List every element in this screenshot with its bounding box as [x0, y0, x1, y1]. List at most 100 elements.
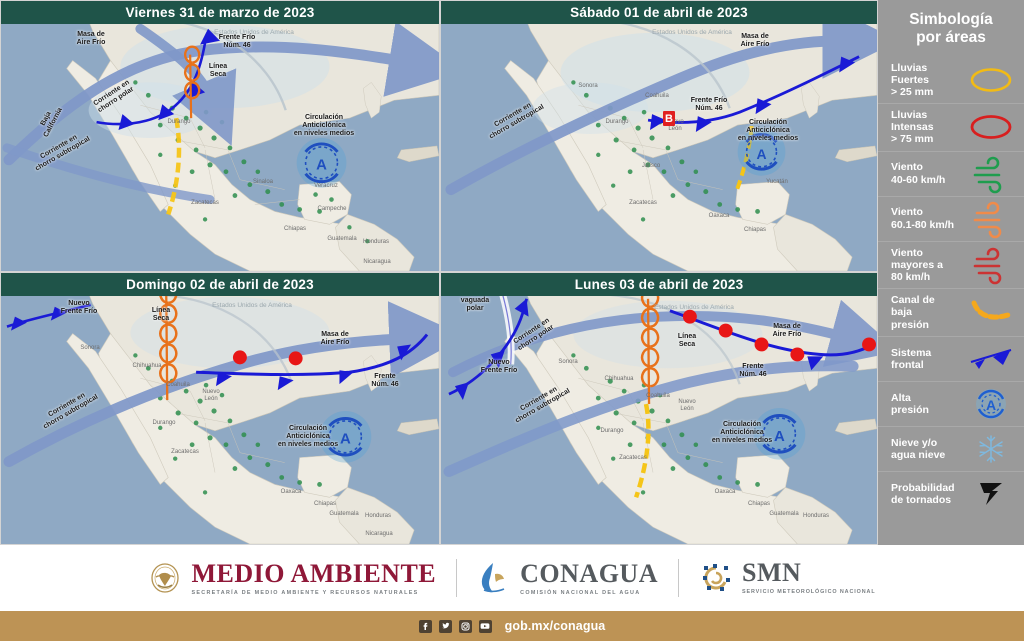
legend-label: Viento 60.1-80 km/h	[891, 206, 955, 231]
legend-label: Lluvias Fuertes > 25 mm	[891, 61, 934, 98]
geo-label-jalisco: Jalisco	[641, 163, 661, 169]
label-nuevo-frente-frio: Nuevo Frente Frío	[480, 359, 518, 374]
map-panel-saturday[interactable]: A B Estados Unidos de América Sonora Coa…	[440, 0, 878, 272]
smn-spiral-icon	[699, 559, 733, 597]
geo-label-oaxaca: Oaxaca	[280, 489, 302, 495]
label-circulacion-anticiclonica: Circulación Anticiclónica en niveles med…	[293, 114, 355, 137]
legend-label: Probabilidad de tornados	[891, 481, 955, 506]
geo-label-guatemala: Guatemala	[327, 236, 357, 242]
brand-text: MEDIO AMBIENTE SECRETARÍA DE MEDIO AMBIE…	[191, 558, 437, 596]
label-masa-aire-frio: Masa de Aire Frío	[320, 331, 350, 346]
geo-label-chiapas: Chiapas	[313, 501, 336, 507]
geo-label-durango: Durango	[152, 420, 176, 426]
label-linea-seca: Línea Seca	[151, 307, 171, 322]
legend-item-lluvias-fuertes[interactable]: Lluvias Fuertes > 25 mm	[878, 57, 1024, 104]
label-masa-aire-frio: Masa de Aire Frío	[772, 323, 802, 338]
label-frente-numero: Frente Núm. 46	[371, 373, 399, 388]
label-circulacion-anticiclonica: Circulación Anticiclónica en niveles med…	[711, 421, 773, 444]
mexico-eagle-seal-icon	[148, 559, 182, 597]
legend-item-tornados[interactable]: Probabilidad de tornados	[878, 470, 1024, 516]
geo-label-nicaragua: Nicaragua	[365, 531, 393, 537]
legend-label: Sistema frontal	[891, 346, 932, 371]
geo-label-chihuahua: Chihuahua	[604, 376, 634, 382]
legend-item-viento-mayores-80[interactable]: Viento mayores a 80 km/h	[878, 240, 1024, 289]
youtube-icon[interactable]	[478, 619, 492, 633]
geo-label-durango: Durango	[605, 119, 629, 125]
geo-label-campeche: Campeche	[317, 206, 347, 212]
geo-label-durango: Durango	[167, 119, 191, 125]
brand-text: SMN SERVICIO METEOROLÓGICO NACIONAL	[741, 559, 876, 596]
brand-name: MEDIO AMBIENTE	[191, 558, 437, 588]
geo-label-zacatecas: Zacatecas	[629, 200, 657, 206]
twitter-icon[interactable]	[438, 619, 452, 633]
legend-panel: Simbología por áreas Lluvias Fuertes > 2…	[878, 0, 1024, 545]
geo-label-yucatan: Yucatán	[766, 179, 788, 185]
geo-label-honduras: Honduras	[362, 239, 389, 245]
label-linea-seca: Línea Seca	[677, 333, 697, 348]
low-pressure-badge: B	[663, 111, 675, 126]
geo-label-zacatecas: Zacatecas	[619, 455, 647, 461]
geo-label-nicaragua: Nicaragua	[363, 259, 391, 265]
ellipse-yellow-icon	[968, 63, 1014, 97]
brand-subtitle: SECRETARÍA DE MEDIO AMBIENTE Y RECURSOS …	[191, 589, 419, 596]
label-masa-aire-frio: Masa de Aire Frío	[76, 31, 106, 46]
label-frente-numero: Frente Núm. 46	[739, 363, 767, 378]
geo-label-chihuahua: Chihuahua	[132, 363, 162, 369]
map-panel-monday[interactable]: A Estados Unidos de América Sonora Chihu…	[440, 272, 878, 545]
footer-brands: MEDIO AMBIENTE SECRETARÍA DE MEDIO AMBIE…	[0, 545, 1024, 611]
panel-body: A Estados Unidos de América Durango Zaca…	[1, 1, 439, 271]
legend-item-lluvias-intensas[interactable]: Lluvias Intensas > 75 mm	[878, 103, 1024, 151]
conagua-water-icon	[477, 559, 511, 597]
map-panel-friday[interactable]: A Estados Unidos de América Durango Zaca…	[0, 0, 440, 272]
legend-item-viento-60-80[interactable]: Viento 60.1-80 km/h	[878, 195, 1024, 241]
brand-subtitle: SERVICIO METEOROLÓGICO NACIONAL	[741, 588, 876, 595]
brand-subtitle: COMISIÓN NACIONAL DEL AGUA	[520, 589, 641, 596]
panel-body: A Estados Unidos de América Sonora Chihu…	[1, 273, 439, 544]
geo-label-zacatecas: Zacatecas	[191, 200, 219, 206]
panel-body: A Estados Unidos de América Sonora Chihu…	[441, 273, 877, 544]
legend-title: Simbología por áreas	[909, 11, 993, 46]
geo-label-chiapas: Chiapas	[747, 501, 770, 507]
snowflake-icon	[968, 432, 1014, 466]
legend-item-nieve[interactable]: Nieve y/o agua nieve	[878, 425, 1024, 471]
instagram-icon[interactable]	[458, 619, 472, 633]
brand-text: CONAGUA COMISIÓN NACIONAL DEL AGUA	[520, 558, 658, 596]
map-panel-grid: A Estados Unidos de América Durango Zaca…	[0, 0, 878, 545]
panel-title-friday: Viernes 31 de marzo de 2023	[1, 1, 439, 24]
legend-list: Lluvias Fuertes > 25 mm Lluvias Intensas…	[878, 57, 1024, 516]
legend-label: Nieve y/o agua nieve	[891, 436, 946, 461]
legend-item-canal-baja-presion[interactable]: Canal de baja presión	[878, 288, 1024, 336]
facebook-icon[interactable]	[418, 619, 432, 633]
label-circulacion-anticiclonica: Circulación Anticiclónica en niveles med…	[277, 425, 339, 448]
label-linea-seca: Línea Seca	[208, 63, 228, 78]
cold-front-icon	[968, 342, 1014, 376]
wind-green-icon	[968, 156, 1014, 193]
brand-divider	[677, 559, 679, 597]
label-masa-aire-frio: Masa de Aire Frío	[740, 33, 770, 48]
legend-item-alta-presion[interactable]: Alta presión A	[878, 380, 1024, 426]
geo-label-chiapas: Chiapas	[743, 227, 766, 233]
geo-label-guatemala: Guatemala	[329, 511, 359, 517]
legend-label: Alta presión	[891, 391, 929, 416]
panel-title-sunday: Domingo 02 de abril de 2023	[1, 273, 439, 296]
geo-label-veracruz: Veracruz	[314, 183, 338, 189]
wind-red-icon	[968, 247, 1014, 285]
brand-name: CONAGUA	[520, 558, 658, 588]
geo-label-sinaloa: Sinaloa	[252, 179, 273, 185]
geo-label-chiapas: Chiapas	[283, 226, 306, 232]
website-url[interactable]: gob.mx/conagua	[504, 619, 606, 633]
geo-label-zacatecas: Zacatecas	[171, 449, 199, 455]
legend-item-sistema-frontal[interactable]: Sistema frontal	[878, 335, 1024, 381]
brand-divider	[456, 559, 458, 597]
geo-label-sonora: Sonora	[578, 83, 598, 89]
legend-item-viento-40-60[interactable]: Viento 40-60 km/h	[878, 150, 1024, 196]
high-pressure-icon: A	[968, 387, 1014, 421]
ellipse-red-icon	[968, 110, 1014, 144]
geo-label-estados-unidos: Estados Unidos de América	[654, 304, 734, 311]
geo-label-durango: Durango	[600, 428, 624, 434]
geo-label-sonora: Sonora	[558, 359, 578, 365]
label-nuevo-frente-frio: Nuevo Frente Frío	[60, 300, 98, 315]
geo-label-oaxaca: Oaxaca	[714, 489, 736, 495]
geo-label-honduras: Honduras	[802, 513, 829, 519]
map-panel-sunday[interactable]: A Estados Unidos de América Sonora Chihu…	[0, 272, 440, 545]
